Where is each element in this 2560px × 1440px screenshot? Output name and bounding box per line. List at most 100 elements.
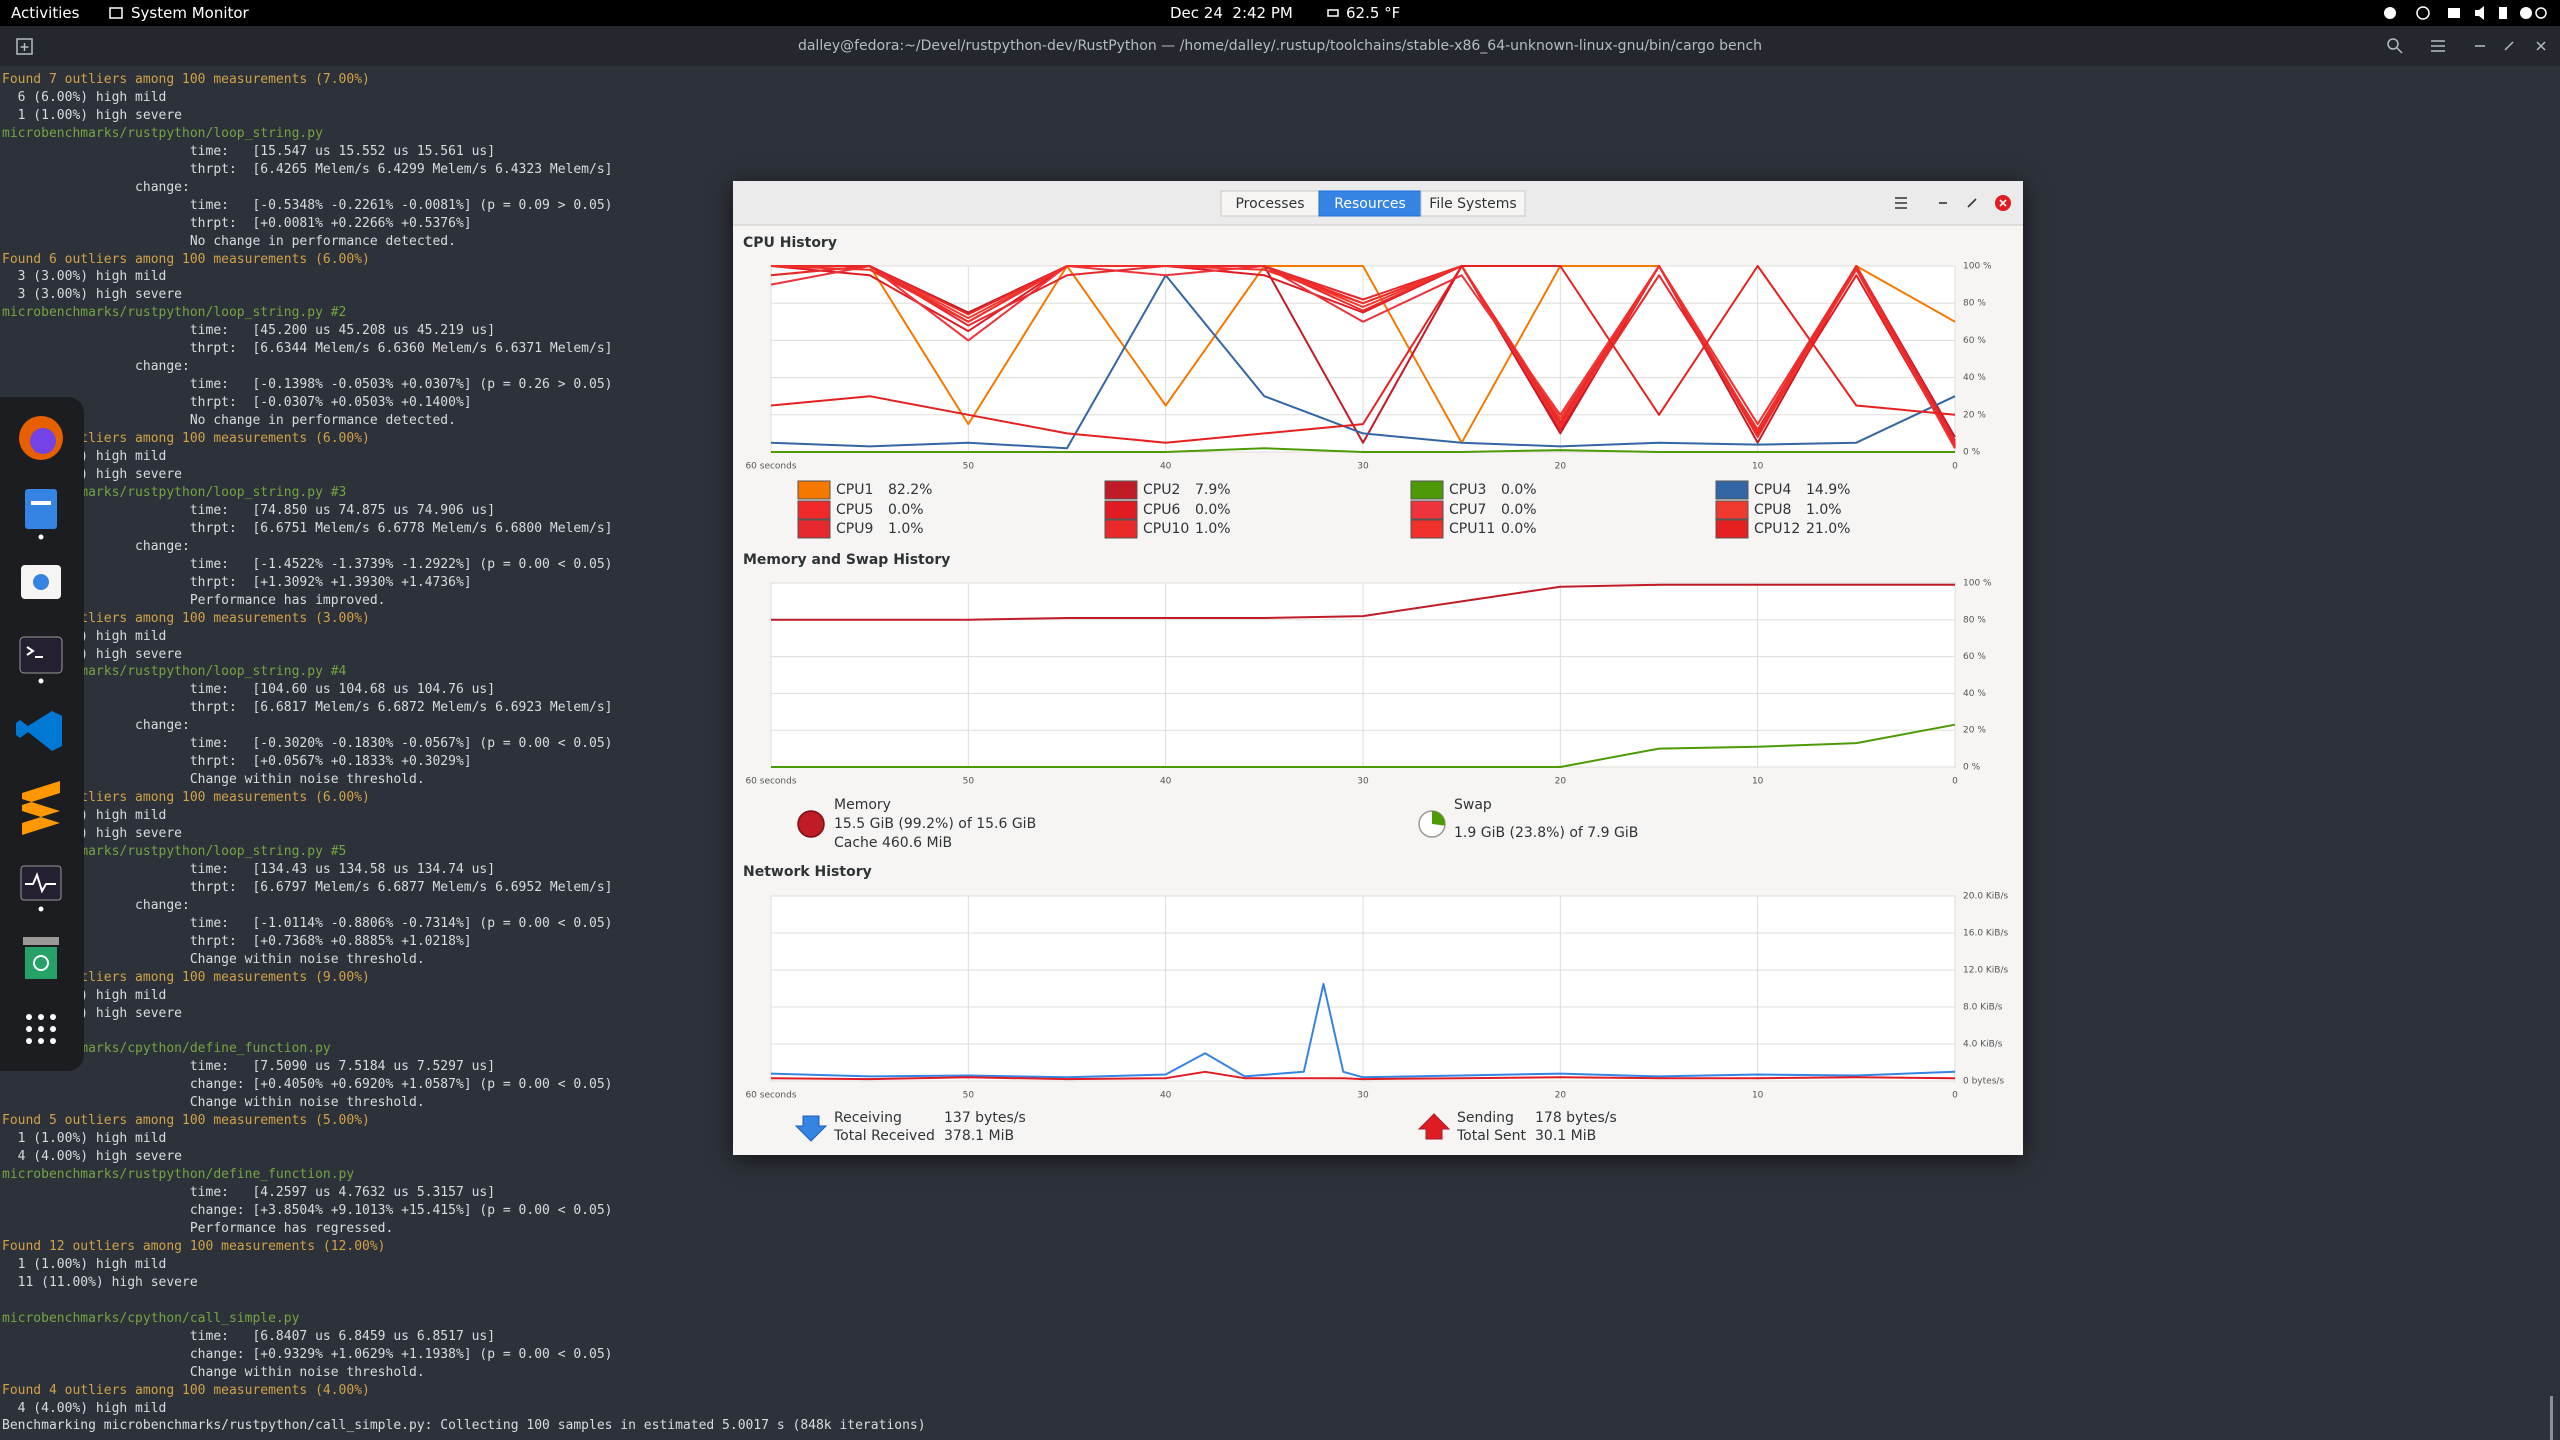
vscode-icon[interactable] xyxy=(16,711,62,751)
terminal-line: time: [7.5090 us 7.5184 us 7.5297 us] xyxy=(2,1059,496,1075)
legend-name: Sending xyxy=(1457,1110,1514,1126)
series-line xyxy=(770,274,1956,450)
series-line xyxy=(771,723,1956,768)
x-tick-label: 40 xyxy=(1160,462,1172,472)
legend-swatch xyxy=(797,500,831,520)
terminal-line: Found 5 outliers among 100 measurements … xyxy=(2,1113,370,1129)
x-tick-label: 0 xyxy=(1952,1091,1958,1101)
legend-value: 1.0% xyxy=(888,521,924,537)
trash-icon[interactable] xyxy=(23,937,59,979)
x-tick-label: 50 xyxy=(963,1091,975,1101)
receiving-legend: Receiving Total Received 137 bytes/s 378… xyxy=(794,1110,1026,1144)
terminal-line: thrpt: [+0.7368% +0.8885% +1.0218%] xyxy=(2,933,472,949)
scrollbar[interactable] xyxy=(2549,1396,2555,1440)
software-icon[interactable] xyxy=(21,565,61,599)
terminal-line: microbenchmarks/rustpython/loop_string.p… xyxy=(2,305,347,321)
blank-line xyxy=(2,1292,926,1310)
terminal-line: Performance has regressed. xyxy=(2,1221,394,1236)
terminal-line: thrpt: [+0.0081% +0.2266% +0.5376%] xyxy=(2,215,472,231)
terminal-icon[interactable] xyxy=(19,636,63,674)
app-menu[interactable]: System Monitor xyxy=(131,4,249,22)
series-line xyxy=(770,265,1956,446)
close-button[interactable] xyxy=(1995,195,2011,211)
x-tick-label: 20 xyxy=(1555,1091,1567,1101)
terminal-output: Found 7 outliers among 100 measurements … xyxy=(2,71,926,1435)
legend-value: 0.0% xyxy=(1195,502,1231,518)
top-bar: Activities System Monitor Dec 24 2:42 PM… xyxy=(0,0,2560,26)
legend-name: CPU10 xyxy=(1143,521,1189,537)
terminal-line: Performance has improved. xyxy=(2,592,386,608)
x-tick-label: 10 xyxy=(1752,462,1764,472)
x-tick-label: 50 xyxy=(963,462,975,472)
files-icon[interactable] xyxy=(25,489,57,529)
series-line xyxy=(770,1070,1956,1081)
tab[interactable]: Resources xyxy=(1318,190,1422,217)
legend-swatch xyxy=(797,519,831,539)
tab[interactable]: File Systems xyxy=(1420,190,1526,217)
x-tick-label: 50 xyxy=(963,777,975,787)
legend-rate: 137 bytes/s xyxy=(944,1110,1026,1126)
terminal-line: microbenchmarks/rustpython/define_functi… xyxy=(2,1167,355,1183)
terminal-line: change: xyxy=(2,718,190,734)
memory-legend: Memory 15.5 GiB (99.2%) of 15.6 GiB Cach… xyxy=(797,797,1036,851)
y-tick-label: 0 bytes/s xyxy=(1963,1077,2004,1087)
legend-value: 0.0% xyxy=(1501,521,1537,537)
y-tick-label: 12.0 KiB/s xyxy=(1963,966,2009,976)
activities-button[interactable]: Activities xyxy=(11,4,80,22)
terminal-line: Found 7 outliers among 100 measurements … xyxy=(2,72,370,87)
legend-name: CPU3 xyxy=(1449,482,1486,498)
x-tick-label: 30 xyxy=(1357,1091,1369,1101)
weather-icon xyxy=(1327,9,1339,17)
sublime-icon[interactable] xyxy=(22,781,60,835)
terminal-line: time: [-0.1398% -0.0503% +0.0307%] (p = … xyxy=(2,377,613,393)
new-tab-button[interactable] xyxy=(16,38,34,56)
terminal-title: dalley@fedora:~/Devel/rustpython-dev/Rus… xyxy=(797,38,1763,54)
legend-detail: Total Received xyxy=(833,1128,935,1144)
terminal-line: change: xyxy=(2,897,190,913)
terminal-line: change: [+0.4050% +0.6920% +1.0587%] (p … xyxy=(2,1077,613,1093)
y-tick-label: 16.0 KiB/s xyxy=(1963,929,2009,939)
legend-name: CPU4 xyxy=(1754,482,1791,498)
x-tick-label: 30 xyxy=(1357,462,1369,472)
y-tick-label: 0 % xyxy=(1963,763,1981,773)
legend-value: 82.2% xyxy=(888,482,932,498)
terminal-line: 3 (3.00%) high severe xyxy=(2,287,183,303)
x-tick-label: 60 seconds xyxy=(745,777,796,787)
x-tick-label: 40 xyxy=(1160,1091,1172,1101)
tab-background xyxy=(1318,190,1422,217)
system-tray[interactable] xyxy=(2380,5,2550,21)
terminal-controls[interactable] xyxy=(2385,36,2555,56)
legend-name: CPU9 xyxy=(836,521,873,537)
system-monitor-icon[interactable] xyxy=(20,865,62,901)
clock[interactable]: Dec 24 2:42 PM xyxy=(1170,4,1293,22)
terminal-line: time: [4.2597 us 4.7632 us 5.3157 us] xyxy=(2,1185,496,1201)
terminal-line: Found 6 outliers among 100 measurements … xyxy=(2,251,370,267)
terminal-line: time: [-1.4522% -1.3739% -1.2922%] (p = … xyxy=(2,556,613,572)
terminal-line: Change within noise threshold. xyxy=(2,1364,425,1380)
tab[interactable]: Processes xyxy=(1220,190,1320,217)
app-grid-button[interactable] xyxy=(26,1014,56,1044)
legend-value: 14.9% xyxy=(1806,482,1850,498)
y-tick-label: 20 % xyxy=(1963,410,1986,420)
terminal-line: change: [+3.8504% +9.1013% +15.415%] (p … xyxy=(2,1203,613,1219)
menu-button[interactable] xyxy=(1895,197,1907,209)
terminal-line: time: [134.43 us 134.58 us 134.74 us] xyxy=(2,861,496,877)
terminal-line: Benchmarking microbenchmarks/rustpython/… xyxy=(2,1418,926,1434)
legend-detail: Cache 460.6 MiB xyxy=(834,835,952,851)
terminal-line: 1 (1.00%) high severe xyxy=(2,107,183,123)
maximize-button[interactable] xyxy=(1967,198,1977,208)
weather[interactable]: 62.5 °F xyxy=(1346,4,1401,22)
terminal-line: Found 4 outliers among 100 measurements … xyxy=(2,1382,370,1398)
series-line xyxy=(771,265,1956,444)
terminal-line: microbenchmarks/rustpython/loop_string.p… xyxy=(2,125,323,141)
legend-detail: Total Sent xyxy=(1456,1128,1527,1144)
x-tick-label: 0 xyxy=(1952,777,1958,787)
tab-label: File Systems xyxy=(1429,196,1516,212)
y-tick-label: 8.0 KiB/s xyxy=(1963,1003,2003,1013)
legend-swatch xyxy=(1715,480,1749,500)
firefox-icon[interactable] xyxy=(19,416,63,460)
series-line xyxy=(770,265,1956,449)
terminal-line: 3 (3.00%) high mild xyxy=(2,269,167,285)
legend-name: CPU6 xyxy=(1143,502,1180,518)
terminal-line: 1 (1.00%) high mild xyxy=(2,1256,167,1272)
